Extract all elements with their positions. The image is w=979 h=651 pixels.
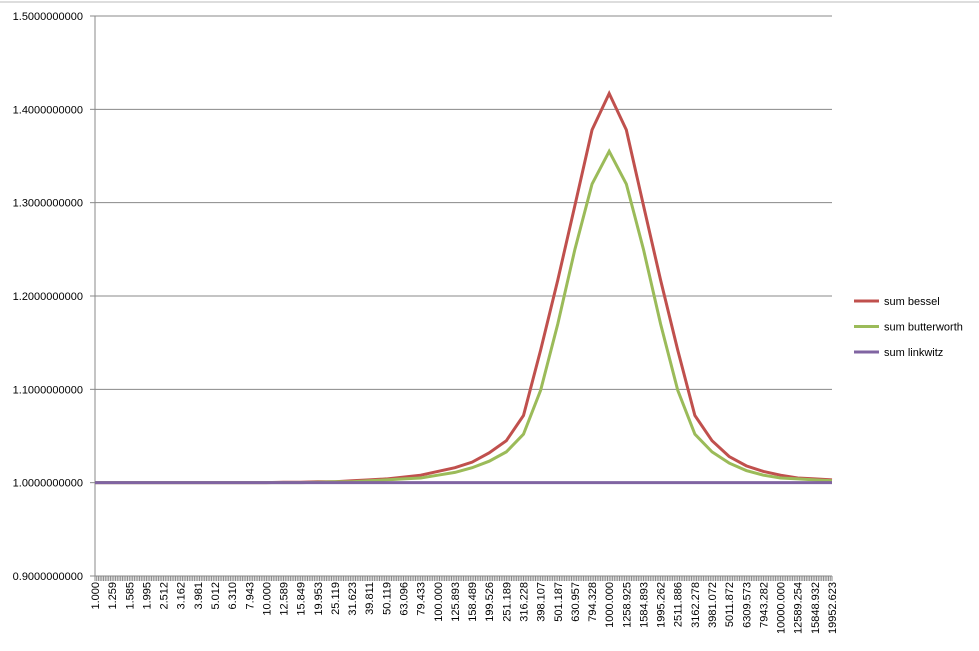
x-tick-label: 15848.932 [810,582,822,634]
series-line [95,89,833,485]
x-tick-label: 1.585 [124,582,136,610]
x-tick-label: 316.228 [518,582,530,622]
x-tick-label: 5.012 [210,582,222,610]
x-tick-label: 12589.254 [793,582,805,634]
x-tick-label: 12.589 [279,582,291,616]
x-tick-label: 6309.573 [741,582,753,628]
x-tick-label: 501.187 [553,582,565,622]
x-tick-label: 1258.925 [621,582,633,628]
x-tick-label: 15.849 [296,582,308,616]
x-tick-label: 398.107 [536,582,548,622]
x-tick-label: 1.000 [90,582,102,610]
y-tick-label: 1.3000000000 [13,198,83,210]
legend-label: sum butterworth [884,322,963,334]
x-tick-label: 31.623 [347,582,359,616]
x-tick-label: 19.953 [313,582,325,616]
y-tick-label: 1.0000000000 [13,478,83,490]
x-tick-label: 1000.000 [604,582,616,628]
y-tick-label: 1.4000000000 [13,104,83,116]
series-line [95,148,833,485]
x-tick-label: 794.328 [587,582,599,622]
x-tick-label: 3162.278 [690,582,702,628]
y-tick-label: 1.2000000000 [13,291,83,303]
x-tick-label: 199.526 [484,582,496,622]
x-tick-label: 2511.886 [673,582,685,627]
x-tick-label: 50.119 [381,582,393,615]
x-tick-label: 158.489 [467,582,479,622]
x-tick-label: 3.981 [193,582,205,610]
x-tick-label: 1995.262 [656,582,668,628]
x-tick-label: 100.000 [433,582,445,622]
x-tick-label: 10.000 [261,582,273,616]
legend-label: sum linkwitz [884,347,943,359]
x-tick-label: 2.512 [159,582,171,610]
x-tick-label: 125.893 [450,582,462,622]
x-tick-label: 7.943 [244,582,256,610]
y-tick-label: 1.1000000000 [13,384,83,396]
legend-label: sum bessel [884,296,940,308]
x-tick-label: 6.310 [227,582,239,610]
y-tick-label: 1.5000000000 [13,11,83,23]
x-tick-label: 5011.872 [724,582,736,627]
x-tick-label: 1.995 [141,582,153,610]
x-tick-label: 1.259 [107,582,119,610]
x-tick-label: 3981.072 [707,582,719,628]
x-tick-label: 630.957 [570,582,582,622]
x-tick-label: 19952.623 [827,582,839,634]
y-tick-label: 0.9000000000 [13,571,83,583]
x-tick-label: 251.189 [501,582,513,622]
x-tick-label: 10000.000 [776,582,788,634]
x-tick-label: 25.119 [330,582,342,615]
x-tick-label: 79.433 [416,582,428,616]
x-tick-label: 3.162 [176,582,188,610]
x-tick-label: 1584.893 [638,582,650,628]
x-tick-label: 7943.282 [758,582,770,628]
x-tick-label: 39.811 [364,582,376,615]
x-tick-label: 63.096 [399,582,411,616]
